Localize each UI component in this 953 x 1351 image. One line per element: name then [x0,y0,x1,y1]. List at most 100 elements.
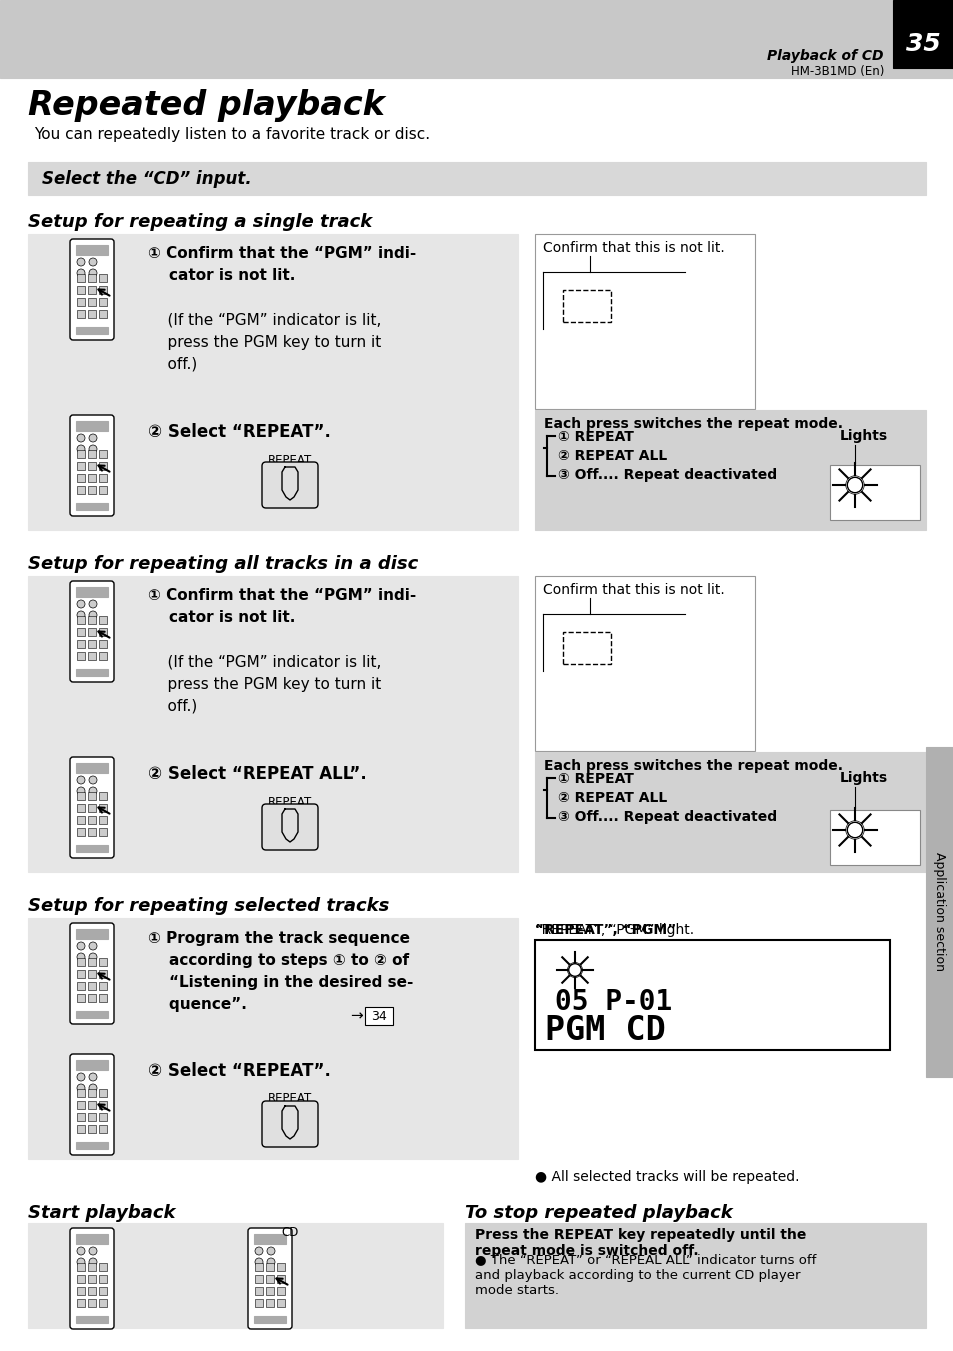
Bar [266,1300,274,1306]
Circle shape [77,942,85,950]
Bar [88,982,96,990]
Bar [99,1300,107,1306]
Bar [77,970,85,978]
Text: You can repeatedly listen to a favorite track or disc.: You can repeatedly listen to a favorite … [34,127,430,142]
Text: REPEAT: REPEAT [268,796,312,808]
Bar [254,1263,263,1271]
Bar [88,804,96,812]
Bar [535,753,925,871]
Bar [99,616,107,624]
Text: Lights: Lights [840,771,887,785]
Bar [99,274,107,282]
Circle shape [89,775,97,784]
FancyBboxPatch shape [262,804,317,850]
Bar [562,632,610,663]
Bar [99,994,107,1002]
Bar [535,234,754,409]
Bar [254,1300,263,1306]
Bar [99,958,107,966]
Bar [266,1275,274,1283]
Circle shape [254,1258,263,1266]
Bar [77,309,85,317]
Bar [88,1125,96,1133]
Bar [28,917,517,1048]
Bar [276,1263,285,1271]
Bar [28,162,925,195]
Bar [77,450,85,458]
Text: ② REPEAT ALL: ② REPEAT ALL [558,449,666,463]
Circle shape [89,600,97,608]
Bar [77,982,85,990]
Text: 05 P-01: 05 P-01 [555,988,672,1016]
Bar [99,1263,107,1271]
Text: Setup for repeating a single track: Setup for repeating a single track [28,213,372,231]
Circle shape [77,788,85,794]
Bar [28,1223,442,1328]
Bar [266,1263,274,1271]
Text: CD: CD [281,1227,298,1239]
Bar [829,811,919,865]
Bar [99,982,107,990]
Circle shape [77,1073,85,1081]
Bar [276,1275,285,1283]
Bar [88,816,96,824]
Text: Playback of CD: Playback of CD [767,49,883,63]
Text: ① REPEAT: ① REPEAT [558,771,633,786]
Text: ② Select “REPEAT”.: ② Select “REPEAT”. [148,423,331,440]
Bar [88,616,96,624]
Bar [88,792,96,800]
Bar [76,245,108,255]
Text: Setup for repeating all tracks in a disc: Setup for repeating all tracks in a disc [28,555,417,573]
Bar [76,669,108,676]
Bar [28,234,517,409]
Text: Each press switches the repeat mode.: Each press switches the repeat mode. [543,759,842,773]
Bar [99,286,107,295]
Bar [28,753,517,871]
Bar [77,462,85,470]
Bar [76,1142,108,1148]
Bar [76,929,108,939]
Bar [77,816,85,824]
Bar [88,486,96,494]
FancyBboxPatch shape [70,757,113,858]
Bar [99,1125,107,1133]
Circle shape [89,952,97,961]
Text: →: → [350,1008,362,1024]
FancyBboxPatch shape [70,239,113,340]
Bar [77,1089,85,1097]
Circle shape [77,1084,85,1092]
Bar [88,970,96,978]
Text: ② Select “REPEAT”.: ② Select “REPEAT”. [148,1062,331,1079]
Bar [76,503,108,509]
Bar [99,653,107,661]
Text: ① Confirm that the “PGM” indi-: ① Confirm that the “PGM” indi- [148,589,416,604]
Bar [77,1288,85,1296]
Bar [77,1125,85,1133]
Bar [88,653,96,661]
Bar [276,1300,285,1306]
Bar [88,1288,96,1296]
Bar [88,309,96,317]
Circle shape [77,444,85,453]
Bar [99,450,107,458]
Text: Lights: Lights [840,430,887,443]
FancyBboxPatch shape [262,462,317,508]
FancyBboxPatch shape [262,1101,317,1147]
Bar [99,474,107,482]
Bar [88,474,96,482]
FancyBboxPatch shape [248,1228,292,1329]
Text: ① REPEAT: ① REPEAT [558,430,633,444]
Circle shape [77,1247,85,1255]
Bar [253,1316,286,1323]
Circle shape [846,823,862,838]
Text: off.): off.) [148,357,197,372]
Text: press the PGM key to turn it: press the PGM key to turn it [148,677,381,692]
Bar [76,763,108,773]
Bar [99,1288,107,1296]
Bar [88,640,96,648]
Bar [99,816,107,824]
Bar [77,792,85,800]
Circle shape [89,1073,97,1081]
Bar [88,299,96,305]
Text: Each press switches the repeat mode.: Each press switches the repeat mode. [543,417,842,431]
